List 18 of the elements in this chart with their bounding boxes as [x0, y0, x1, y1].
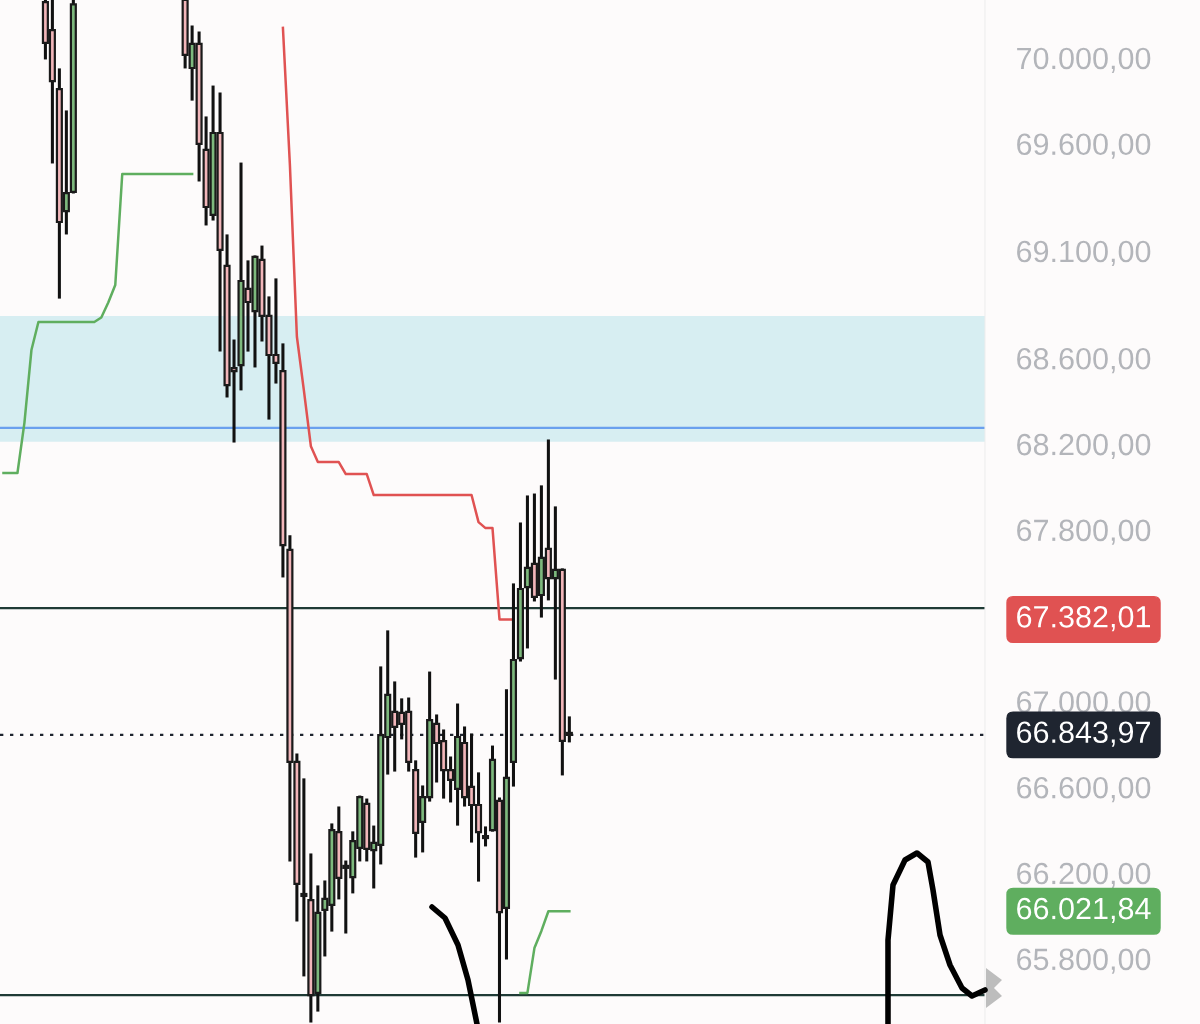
ref-line-label: 66.843,97 [1017, 721, 1150, 747]
y-tick-label: 67.000,00 [1017, 691, 1151, 717]
text: 66.021,84 [1017, 897, 1151, 924]
y-tick-label: 70.000,00 [1017, 47, 1151, 73]
y-tick-label: 65.800,00 [1017, 948, 1151, 974]
y-tick-label: 67.800,00 [1017, 519, 1151, 545]
y-tick-label: 69.100,00 [1017, 240, 1151, 266]
candlestick [481, 826, 490, 847]
y-tick-label: 68.600,00 [1017, 347, 1151, 374]
y-tick-label: 68.200,00 [1017, 433, 1151, 459]
text: 67.382,01 [1017, 606, 1150, 632]
line-series [519, 909, 571, 995]
y-tick-label: 66.600,00 [1017, 776, 1151, 803]
line-series [2, 172, 194, 475]
line-series [281, 26, 515, 621]
y-tick-label: 66.200,00 [1017, 862, 1151, 888]
y-tick-label: 69.600,00 [1017, 133, 1151, 159]
candlestick [300, 778, 308, 977]
